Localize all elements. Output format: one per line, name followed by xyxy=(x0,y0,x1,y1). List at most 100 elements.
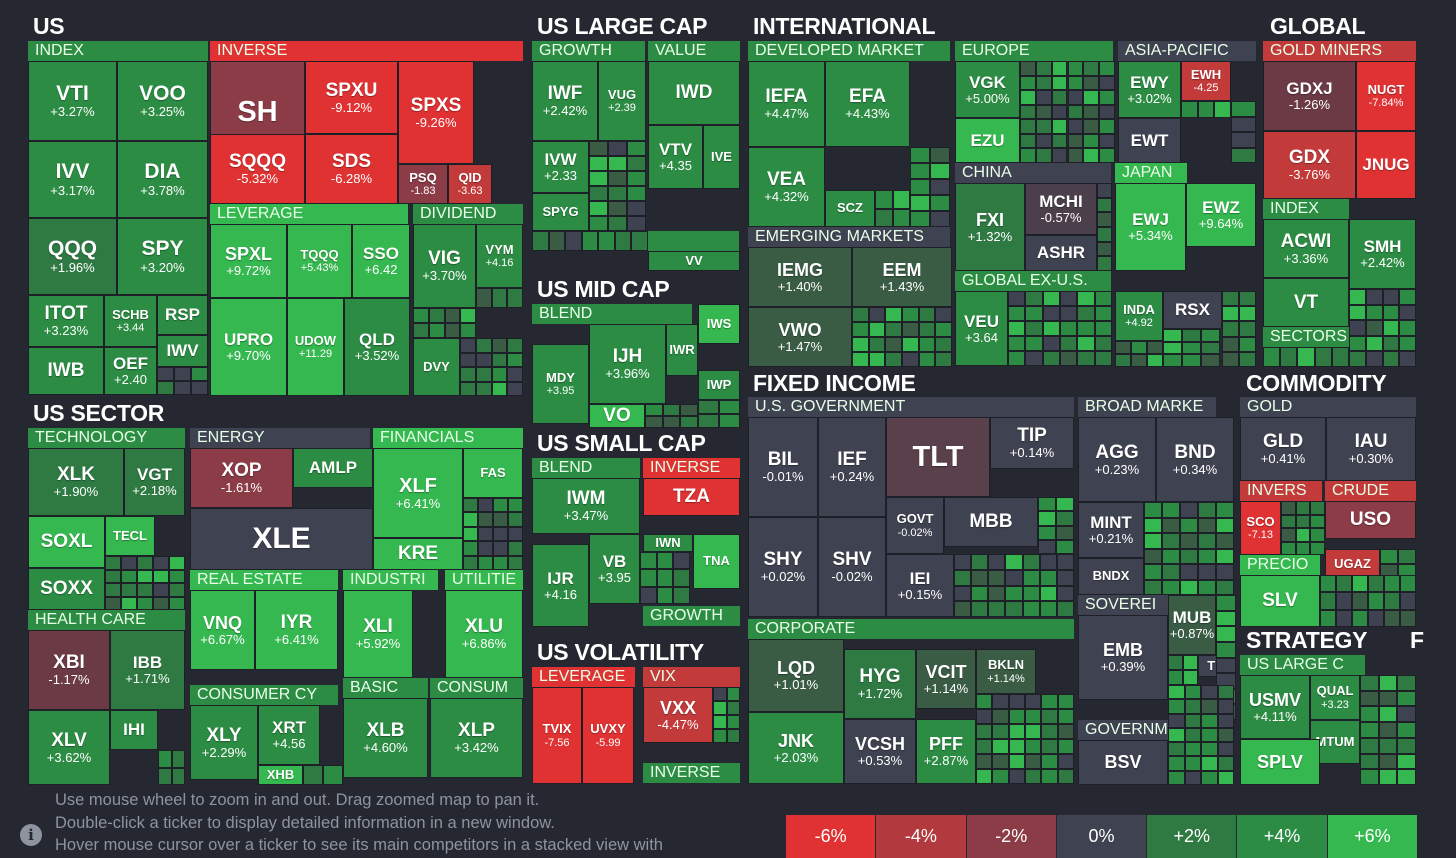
minor-ticker-tile[interactable] xyxy=(1094,291,1112,306)
minor-ticker-tile[interactable] xyxy=(1349,335,1366,352)
minor-ticker-tile[interactable] xyxy=(988,601,1006,617)
minor-ticker-tile[interactable] xyxy=(1201,341,1220,355)
ticker-tile-iyr[interactable]: IYR +6.41% xyxy=(255,590,338,670)
ticker-tile-acwi[interactable]: ACWI +3.36% xyxy=(1263,219,1349,278)
minor-ticker-tile[interactable] xyxy=(507,338,523,353)
minor-ticker-tile[interactable] xyxy=(1349,320,1366,336)
minor-ticker-tile[interactable] xyxy=(428,323,445,338)
minor-ticker-tile[interactable] xyxy=(1022,569,1040,586)
minor-ticker-tile[interactable] xyxy=(508,498,523,513)
minor-ticker-tile[interactable] xyxy=(992,694,1009,709)
minor-ticker-tile[interactable] xyxy=(1144,579,1162,595)
minor-ticker-tile[interactable] xyxy=(930,211,950,227)
minor-ticker-tile[interactable] xyxy=(157,381,174,395)
ticker-tile-scz[interactable]: SCZ xyxy=(825,190,875,227)
minor-ticker-tile[interactable] xyxy=(1035,148,1052,163)
minor-ticker-tile[interactable] xyxy=(1201,699,1218,714)
minor-ticker-tile[interactable] xyxy=(1360,753,1379,770)
ticker-tile-mub[interactable]: MUB +0.87% xyxy=(1168,595,1216,655)
minor-ticker-tile[interactable] xyxy=(662,416,681,428)
minor-ticker-tile[interactable] xyxy=(673,552,690,570)
ticker-tile-udow[interactable]: UDOW +11.29 xyxy=(287,298,344,396)
minor-ticker-tile[interactable] xyxy=(157,367,174,381)
ticker-tile-ivw[interactable]: IVW +2.33 xyxy=(532,141,589,193)
minor-ticker-tile[interactable] xyxy=(1382,320,1400,336)
minor-ticker-tile[interactable] xyxy=(1352,575,1368,593)
ticker-tile-mint[interactable]: MINT +0.21% xyxy=(1078,502,1144,558)
ticker-tile-xlk[interactable]: XLK +1.90% xyxy=(28,448,124,516)
minor-ticker-tile[interactable] xyxy=(1041,724,1058,739)
ticker-tile-bil[interactable]: BIL -0.01% xyxy=(748,417,818,517)
ticker-tile-vt[interactable]: VT xyxy=(1263,278,1349,327)
ticker-tile-nugt[interactable]: NUGT -7.84% xyxy=(1356,61,1416,131)
ticker-tile-tza[interactable]: TZA xyxy=(643,478,740,516)
minor-ticker-tile[interactable] xyxy=(1057,739,1074,754)
minor-ticker-tile[interactable] xyxy=(1349,351,1366,367)
ticker-tile-spxs[interactable]: SPXS -9.26% xyxy=(398,61,474,164)
minor-ticker-tile[interactable] xyxy=(1216,548,1234,564)
minor-ticker-tile[interactable] xyxy=(1397,722,1416,738)
ticker-tile-vym[interactable]: VYM +4.16 xyxy=(476,224,523,288)
ticker-tile-sds[interactable]: SDS -6.28% xyxy=(305,134,398,204)
minor-ticker-tile[interactable] xyxy=(478,541,493,556)
ticker-tile-xop[interactable]: XOP -1.61% xyxy=(190,448,293,508)
minor-ticker-tile[interactable] xyxy=(1067,133,1084,149)
minor-ticker-tile[interactable] xyxy=(726,729,740,743)
minor-ticker-tile[interactable] xyxy=(1041,694,1058,709)
ticker-tile-vug[interactable]: VUG +2.39 xyxy=(598,61,646,141)
minor-ticker-tile[interactable] xyxy=(1163,329,1182,342)
minor-ticker-tile[interactable] xyxy=(1222,351,1239,367)
minor-ticker-tile[interactable] xyxy=(673,586,690,604)
minor-ticker-tile[interactable] xyxy=(1168,670,1183,685)
minor-ticker-tile[interactable] xyxy=(954,601,972,617)
minor-ticker-tile[interactable] xyxy=(1131,341,1147,354)
minor-ticker-tile[interactable] xyxy=(1216,564,1234,580)
minor-ticker-tile[interactable] xyxy=(1025,724,1042,739)
minor-ticker-tile[interactable] xyxy=(493,512,508,527)
minor-ticker-tile[interactable] xyxy=(1183,670,1198,685)
ticker-tile-mdy[interactable]: MDY +3.95 xyxy=(532,344,589,424)
minor-ticker-tile[interactable] xyxy=(1239,291,1256,307)
minor-ticker-tile[interactable] xyxy=(1222,291,1239,307)
minor-ticker-tile[interactable] xyxy=(1057,769,1074,784)
minor-ticker-tile[interactable] xyxy=(1216,641,1236,658)
minor-ticker-tile[interactable] xyxy=(1060,291,1078,306)
minor-ticker-tile[interactable] xyxy=(1399,335,1416,352)
minor-ticker-tile[interactable] xyxy=(1056,539,1074,554)
ticker-tile-schb[interactable]: SCHB +3.44 xyxy=(104,295,157,347)
ticker-tile-bnd[interactable]: BND +0.34% xyxy=(1156,417,1234,502)
ticker-tile-vxx[interactable]: VXX -4.47% xyxy=(643,687,713,743)
minor-ticker-tile[interactable] xyxy=(1056,554,1074,570)
minor-ticker-tile[interactable] xyxy=(508,526,523,542)
minor-ticker-tile[interactable] xyxy=(1020,148,1036,163)
minor-ticker-tile[interactable] xyxy=(581,231,599,251)
minor-ticker-tile[interactable] xyxy=(1056,569,1074,586)
minor-ticker-tile[interactable] xyxy=(1008,351,1026,366)
minor-ticker-tile[interactable] xyxy=(1180,517,1198,533)
minor-ticker-tile[interactable] xyxy=(1397,690,1416,707)
minor-ticker-tile[interactable] xyxy=(153,556,169,570)
minor-ticker-tile[interactable] xyxy=(868,337,886,352)
minor-ticker-tile[interactable] xyxy=(1094,336,1112,351)
minor-ticker-tile[interactable] xyxy=(918,337,936,352)
minor-ticker-tile[interactable] xyxy=(1057,724,1074,739)
minor-ticker-tile[interactable] xyxy=(1057,754,1074,769)
minor-ticker-tile[interactable] xyxy=(1008,336,1026,351)
minor-ticker-tile[interactable] xyxy=(910,163,930,179)
minor-ticker-tile[interactable] xyxy=(105,583,121,597)
minor-ticker-tile[interactable] xyxy=(1025,769,1042,784)
minor-ticker-tile[interactable] xyxy=(656,569,674,587)
minor-ticker-tile[interactable] xyxy=(976,694,993,709)
minor-ticker-tile[interactable] xyxy=(1038,511,1056,526)
minor-ticker-tile[interactable] xyxy=(137,556,153,570)
minor-ticker-tile[interactable] xyxy=(1201,742,1218,757)
ticker-tile-vcit[interactable]: VCIT +1.14% xyxy=(916,649,976,709)
ticker-tile-jnk[interactable]: JNK +2.03% xyxy=(748,712,844,784)
minor-ticker-tile[interactable] xyxy=(460,381,476,396)
ticker-tile-shv[interactable]: SHV -0.02% xyxy=(818,517,886,617)
minor-ticker-tile[interactable] xyxy=(852,307,869,322)
minor-ticker-tile[interactable] xyxy=(1198,502,1216,518)
minor-ticker-tile[interactable] xyxy=(1067,119,1084,134)
minor-ticker-tile[interactable] xyxy=(1039,585,1057,602)
minor-ticker-tile[interactable] xyxy=(971,601,989,617)
